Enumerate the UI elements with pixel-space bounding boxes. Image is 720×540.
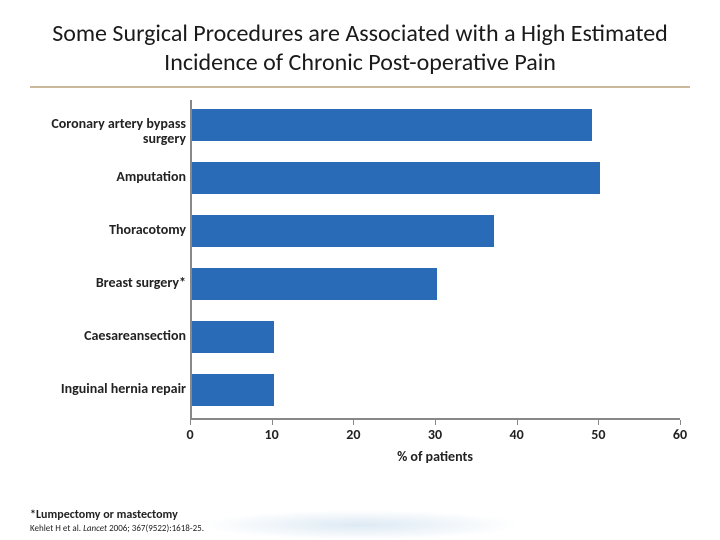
x-axis-title: % of patients [190,448,680,465]
bar [192,268,437,300]
x-tick-label: 0 [186,426,193,443]
x-tick-label: 40 [510,426,524,443]
footnote: *Lumpectomy or mastectomy [30,508,178,522]
x-tick-mark [353,420,354,425]
plot-area [190,100,680,420]
bar [192,374,274,406]
bar [192,215,494,247]
x-tick-mark [517,420,518,425]
citation: Kehlet H et al. Lancet 2006; 367(9522):1… [30,523,204,534]
bar [192,109,592,141]
x-tick-label: 60 [673,426,687,443]
citation-suffix: 2006; 367(9522):1618-25. [107,523,204,534]
x-tick-mark [190,420,191,425]
bar-label: Thoracotomy [36,222,186,237]
x-tick-mark [598,420,599,425]
x-tick-label: 50 [591,426,605,443]
slide-title: Some Surgical Procedures are Associated … [30,20,690,78]
bar [192,162,600,194]
x-tick-mark [680,420,681,425]
decorative-smudge [200,510,520,540]
bar-label: Amputation [36,169,186,184]
bar-label: Caesareansection [36,328,186,343]
x-tick-mark [272,420,273,425]
x-tick-label: 30 [428,426,442,443]
bar-label: Inguinal hernia repair [36,381,186,396]
bar [192,321,274,353]
title-underline [30,86,690,88]
bar-label: Coronary artery bypass surgery [36,116,186,147]
citation-prefix: Kehlet H et al. [30,523,83,534]
bar-label: Breast surgery* [36,275,186,290]
x-tick-label: 10 [265,426,279,443]
chart: % of patients Coronary artery bypass sur… [30,100,690,460]
x-tick-label: 20 [346,426,360,443]
citation-journal: Lancet [83,523,107,534]
x-tick-mark [435,420,436,425]
slide: Some Surgical Procedures are Associated … [0,0,720,540]
